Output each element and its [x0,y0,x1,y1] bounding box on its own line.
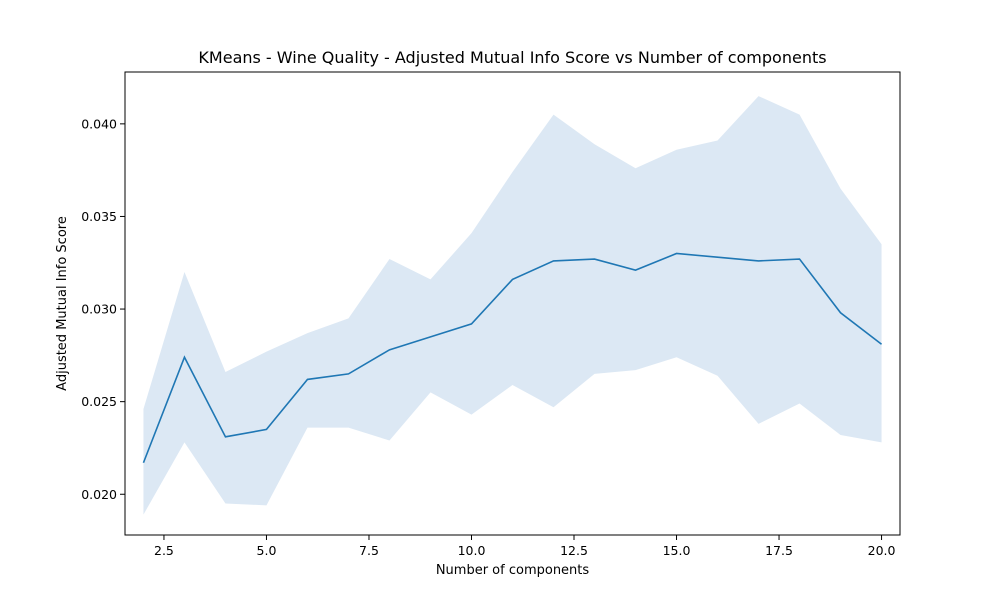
x-tick-label: 7.5 [359,543,379,558]
x-tick-label: 2.5 [154,543,174,558]
y-tick-label: 0.035 [81,209,117,224]
axes-frame [124,71,901,536]
x-tick-label: 12.5 [560,543,588,558]
y-axis-ticks: 0.020 0.025 0.030 0.035 0.040 [81,116,125,502]
chart-title: KMeans - Wine Quality - Adjusted Mutual … [198,48,826,67]
x-tick-label: 15.0 [663,543,691,558]
x-axis-ticks: 2.5 5.0 7.5 10.0 12.5 15.0 17.5 20.0 [154,535,896,558]
mean-score-line [142,252,883,464]
confidence-band [143,96,882,515]
y-tick-label: 0.025 [81,394,117,409]
y-axis-label: Adjusted Mutual Info Score [55,216,70,391]
y-tick-label: 0.020 [81,487,117,502]
y-tick-label: 0.030 [81,302,117,317]
x-tick-label: 17.5 [765,543,793,558]
plot-area [142,96,883,515]
y-tick-label: 0.040 [81,116,117,131]
x-tick-label: 5.0 [257,543,277,558]
x-tick-label: 20.0 [868,543,896,558]
x-tick-label: 10.0 [458,543,486,558]
x-axis-label: Number of components [436,563,590,578]
